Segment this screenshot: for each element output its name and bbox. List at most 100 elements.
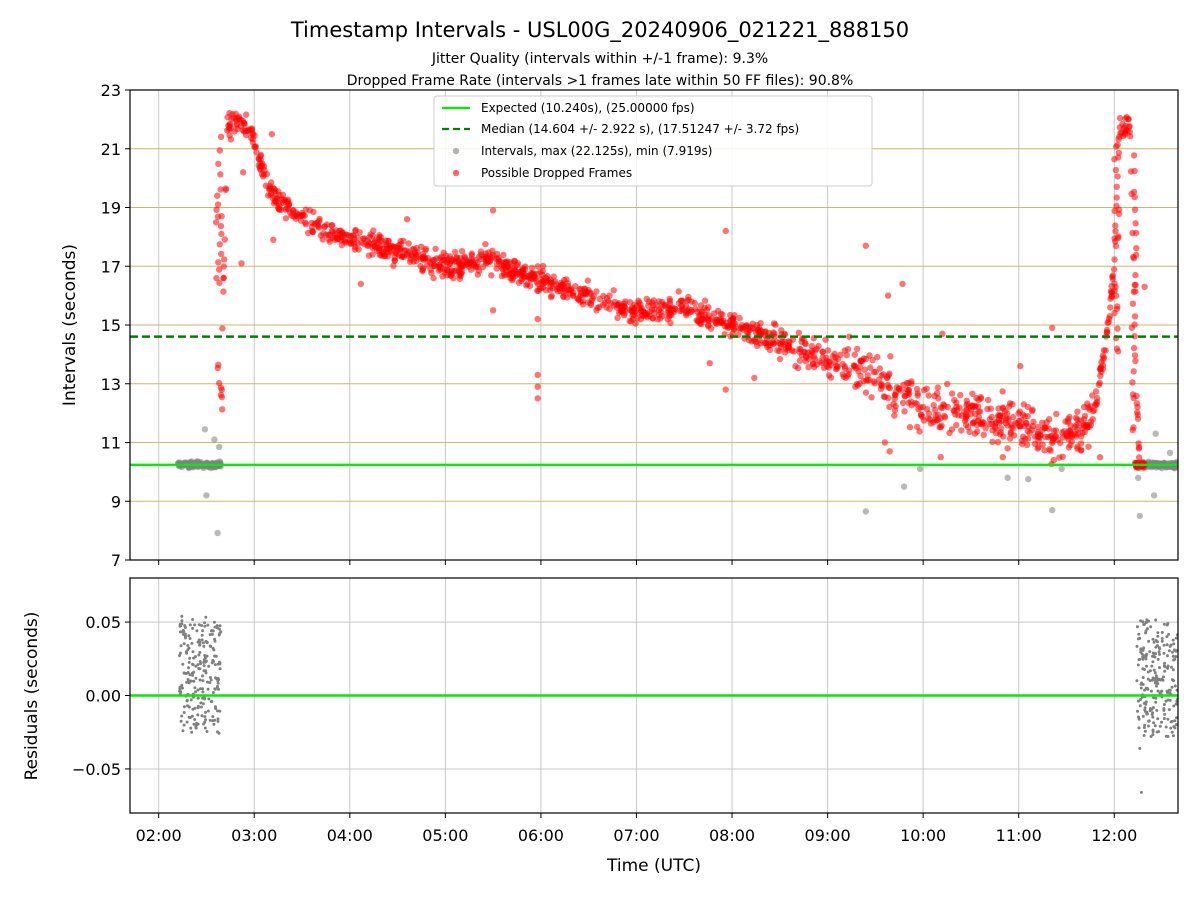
x-tick-label: 02:00 <box>136 826 182 845</box>
dropped-frame-point <box>551 278 559 285</box>
dropped-frame-point <box>1113 292 1120 299</box>
dropped-frame-point <box>1113 143 1120 150</box>
dropped-frame-point <box>804 349 811 356</box>
dropped-frame-point <box>639 311 646 319</box>
x-tick-label: 12:00 <box>1091 826 1137 845</box>
residual-point <box>183 632 187 636</box>
residual-point <box>178 630 182 634</box>
dropped-frame-point <box>711 310 718 317</box>
dropped-frame-point <box>927 420 935 427</box>
dropped-frame-point <box>831 350 838 357</box>
dropped-frame-point <box>999 388 1006 395</box>
dropped-frame-outlier-point <box>751 374 758 382</box>
dropped-frame-point <box>212 219 220 226</box>
dropped-frame-outlier-point <box>881 439 889 446</box>
dropped-frame-point <box>632 320 639 327</box>
dropped-frame-point <box>966 428 973 436</box>
residual-point <box>198 643 202 647</box>
dropped-frame-point <box>361 240 368 248</box>
dropped-frame-point <box>436 266 444 273</box>
dropped-frame-point <box>1072 414 1080 421</box>
dropped-frame-point <box>891 407 899 414</box>
dropped-frame-point <box>317 232 324 239</box>
residual-point <box>178 654 181 658</box>
dropped-frame-point <box>856 380 863 387</box>
dropped-frame-point <box>756 336 763 344</box>
residual-point <box>1154 652 1158 656</box>
residual-point <box>1144 700 1148 704</box>
residuals-ticks: 02:00 03:00 04:00 05:00 06:00 07:00 08:00 09:00… <box>72 613 1137 845</box>
dropped-frame-point <box>1012 420 1019 427</box>
residual-point <box>218 667 222 671</box>
dropped-frame-point <box>476 267 483 275</box>
residual-point <box>208 676 212 679</box>
residual-point <box>199 701 203 705</box>
residual-point <box>1147 639 1151 643</box>
dropped-frame-point <box>560 289 567 296</box>
residual-point <box>1151 637 1155 641</box>
dropped-frame-point <box>323 221 331 228</box>
dropped-frame-point <box>810 353 818 360</box>
dropped-frame-point <box>1130 394 1137 402</box>
dropped-frame-point <box>351 236 358 243</box>
dropped-frame-point <box>975 408 982 415</box>
residual-point <box>212 722 216 726</box>
interval-outlier-point <box>900 483 908 490</box>
dropped-frame-point <box>392 249 399 256</box>
dropped-frame-point <box>944 380 951 388</box>
residual-point <box>199 662 203 666</box>
dropped-frame-outlier-point <box>1004 445 1011 452</box>
residual-point <box>1137 726 1141 730</box>
residual-point <box>218 624 222 628</box>
dropped-frame-point <box>1018 440 1026 448</box>
residual-point <box>179 644 183 648</box>
residual-point <box>192 656 196 660</box>
residual-point <box>178 687 182 691</box>
residual-point <box>1158 724 1162 728</box>
dropped-frame-point <box>226 132 233 139</box>
dropped-frame-point <box>482 241 489 248</box>
residual-point <box>194 690 198 694</box>
dropped-frame-point <box>962 413 970 421</box>
residual-point <box>203 624 207 628</box>
residual-point <box>213 654 217 658</box>
residual-point <box>216 717 220 721</box>
residual-point <box>1167 708 1171 712</box>
dropped-frame-outlier-point <box>357 280 365 288</box>
chart-subtitle-jitter: Jitter Quality (intervals within +/-1 fr… <box>431 51 768 67</box>
residual-point <box>1162 707 1166 711</box>
interval-outlier-point <box>1150 492 1158 499</box>
dropped-frame-point <box>1136 454 1143 461</box>
dropped-frame-point <box>228 115 235 123</box>
dropped-frame-point <box>1053 410 1060 418</box>
dropped-frame-point <box>1114 173 1121 180</box>
dropped-frame-outlier-point <box>1096 454 1104 461</box>
interval-outlier-point <box>211 436 218 443</box>
dropped-frame-point <box>770 340 777 347</box>
dropped-frame-point <box>887 353 894 360</box>
residual-point <box>205 730 209 733</box>
dropped-frame-point <box>772 321 779 328</box>
dropped-frame-point <box>1047 447 1054 454</box>
dropped-frame-outlier-point <box>534 371 541 379</box>
residual-point <box>1172 679 1176 683</box>
dropped-frame-point <box>796 357 804 364</box>
residual-point <box>1162 643 1166 647</box>
dropped-frame-point <box>871 380 879 387</box>
dropped-frame-point <box>1041 447 1048 454</box>
residual-point <box>1139 686 1143 690</box>
residual-point <box>1162 622 1166 626</box>
residual-point <box>204 718 207 722</box>
residual-point <box>1139 619 1143 623</box>
dropped-frame-point <box>283 204 291 212</box>
residual-point <box>1145 710 1149 714</box>
residual-point <box>1163 669 1167 673</box>
dropped-frame-outlier-point <box>534 383 541 390</box>
dropped-frame-point <box>352 227 359 235</box>
dropped-frame-point <box>923 406 931 413</box>
interval-outlier-point <box>1135 474 1142 481</box>
dropped-frame-point <box>1109 273 1116 281</box>
dropped-frame-point <box>1099 352 1107 359</box>
dropped-frame-point <box>214 192 221 199</box>
dropped-frame-point <box>712 318 720 325</box>
